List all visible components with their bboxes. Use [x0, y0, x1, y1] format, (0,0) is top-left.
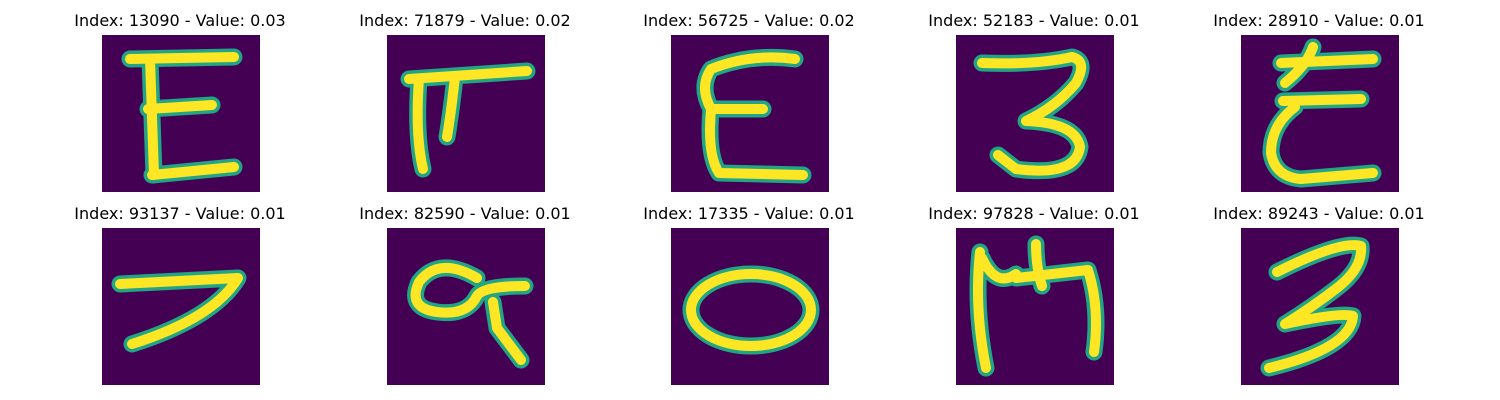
- image-title: Index: 93137 - Value: 0.01: [74, 204, 286, 223]
- handwritten-m-image: [956, 228, 1114, 385]
- image-title: Index: 89243 - Value: 0.01: [1213, 204, 1425, 223]
- image-title: Index: 52183 - Value: 0.01: [928, 11, 1140, 30]
- image-title: Index: 56725 - Value: 0.02: [643, 11, 855, 30]
- image-cell: Index: 93137 - Value: 0.01: [30, 193, 330, 385]
- glyph-strokes: [400, 62, 536, 178]
- image-cell: Index: 28910 - Value: 0.01: [1169, 0, 1469, 192]
- glyph-strokes: [121, 48, 243, 184]
- handwritten-glyph-image: [387, 35, 545, 192]
- image-title: Index: 71879 - Value: 0.02: [359, 11, 571, 30]
- handwritten-e-image: [102, 35, 260, 192]
- image-title: Index: 97828 - Value: 0.01: [928, 204, 1140, 223]
- image-cell: Index: 89243 - Value: 0.01: [1169, 193, 1469, 385]
- handwritten-e-image: [1241, 35, 1399, 192]
- glyph-strokes: [696, 48, 812, 184]
- image-cell: Index: 52183 - Value: 0.01: [884, 0, 1184, 192]
- glyph-strokes: [1262, 38, 1382, 188]
- image-title: Index: 13090 - Value: 0.03: [74, 11, 286, 30]
- glyph-strokes: [111, 269, 247, 353]
- image-title: Index: 28910 - Value: 0.01: [1213, 11, 1425, 30]
- handwritten-3-image: [1241, 228, 1399, 385]
- glyph-strokes: [969, 235, 1105, 377]
- image-cell: Index: 13090 - Value: 0.03: [30, 0, 330, 192]
- glyph-strokes: [973, 48, 1090, 180]
- image-cell: Index: 97828 - Value: 0.01: [884, 193, 1184, 385]
- glyph-strokes: [1260, 236, 1370, 377]
- image-cell: Index: 56725 - Value: 0.02: [599, 0, 899, 192]
- glyph-strokes: [682, 265, 820, 355]
- image-cell: Index: 17335 - Value: 0.01: [599, 193, 899, 385]
- handwritten-e-image: [671, 35, 829, 192]
- glyph-strokes: [407, 259, 534, 369]
- image-title: Index: 82590 - Value: 0.01: [359, 204, 571, 223]
- image-title: Index: 17335 - Value: 0.01: [643, 204, 855, 223]
- handwritten-a-image: [387, 228, 545, 385]
- handwritten-0-image: [671, 228, 829, 385]
- handwritten-7-image: [102, 228, 260, 385]
- image-cell: Index: 71879 - Value: 0.02: [315, 0, 615, 192]
- image-cell: Index: 82590 - Value: 0.01: [315, 193, 615, 385]
- handwritten-3-image: [956, 35, 1114, 192]
